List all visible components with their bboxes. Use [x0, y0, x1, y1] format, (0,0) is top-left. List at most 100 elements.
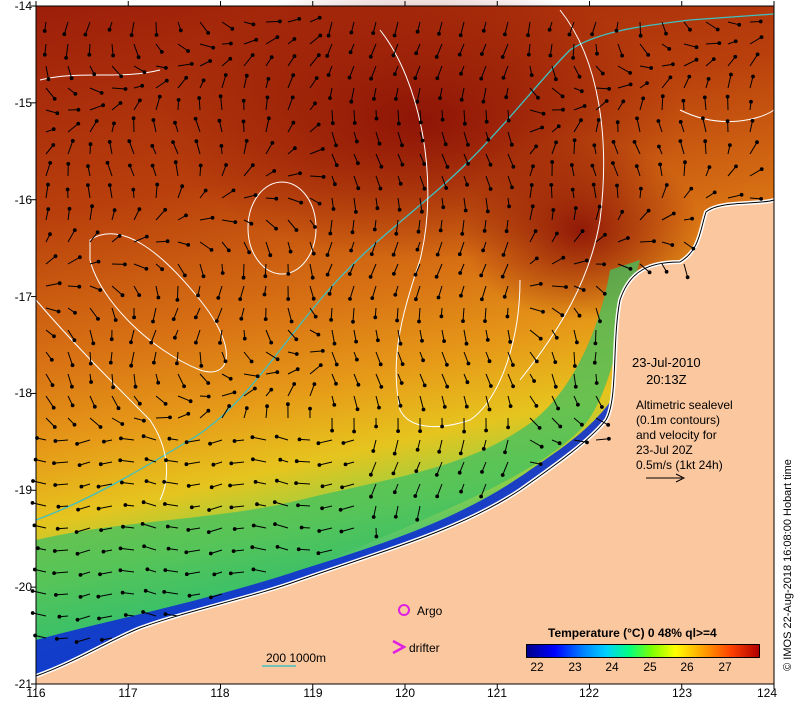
velocity-arrow-head	[250, 545, 255, 550]
velocity-arrow	[341, 483, 355, 488]
velocity-arrow-head	[92, 72, 97, 77]
velocity-arrow-head	[488, 187, 493, 191]
velocity-arrow	[573, 260, 587, 265]
velocity-arrow	[177, 373, 185, 387]
velocity-arrow	[221, 21, 233, 30]
velocity-arrow-head	[131, 116, 136, 121]
velocity-arrow-head	[241, 119, 246, 124]
velocity-arrow	[503, 65, 509, 78]
velocity-arrow	[243, 388, 256, 397]
velocity-arrow-head	[70, 139, 75, 143]
velocity-arrow	[65, 43, 69, 58]
velocity-arrow-head	[349, 99, 354, 104]
lat-label-21: -21	[14, 677, 32, 691]
velocity-arrow	[177, 43, 189, 52]
velocity-arrow	[309, 263, 314, 278]
velocity-arrow	[186, 549, 201, 553]
velocity-arrow	[659, 164, 663, 177]
velocity-arrow	[155, 80, 168, 89]
velocity-arrow-head	[118, 458, 123, 463]
velocity-arrow-head	[639, 186, 643, 191]
velocity-arrow-head	[73, 310, 77, 315]
velocity-arrow	[54, 549, 69, 552]
velocity-arrow	[613, 141, 619, 155]
velocity-arrow	[89, 206, 93, 221]
velocity-arrow	[397, 131, 403, 146]
velocity-arrow-head	[560, 94, 565, 99]
velocity-arrow-head	[538, 462, 543, 467]
velocity-arrow	[595, 438, 609, 441]
velocity-arrow	[265, 36, 278, 45]
velocity-arrow-head	[206, 394, 211, 399]
velocity-arrow-head	[244, 73, 249, 78]
velocity-arrow-head	[445, 362, 449, 367]
velocity-arrow	[111, 307, 117, 321]
velocity-arrow-head	[228, 571, 233, 576]
velocity-arrow-head	[414, 469, 419, 474]
velocity-arrow	[485, 175, 492, 190]
velocity-arrow	[636, 118, 641, 133]
velocity-arrow-head	[678, 139, 683, 144]
velocity-arrow	[328, 21, 333, 36]
velocity-arrow-head	[621, 99, 626, 104]
velocity-arrow-head	[48, 232, 52, 237]
velocity-arrow	[287, 97, 294, 111]
velocity-arrow-head	[508, 340, 513, 344]
velocity-arrow-head	[436, 295, 441, 300]
velocity-arrow-head	[509, 142, 514, 147]
imos-credit: © IMOS 22-Aug-2018 16:08:00 Hobart time	[782, 459, 794, 671]
velocity-arrow-head	[540, 125, 544, 130]
velocity-arrow-head	[152, 360, 156, 365]
velocity-arrow-head	[510, 185, 514, 190]
velocity-arrow-head	[128, 163, 132, 168]
velocity-arrow-head	[671, 62, 675, 67]
velocity-arrow	[441, 153, 448, 168]
velocity-arrow-head	[413, 494, 418, 498]
velocity-arrow-head	[184, 550, 189, 555]
velocity-arrow-head	[107, 183, 112, 188]
velocity-arrow	[705, 42, 720, 45]
velocity-arrow-head	[541, 111, 546, 116]
velocity-arrow	[341, 527, 355, 532]
velocity-arrow	[84, 21, 91, 35]
velocity-arrow-head	[165, 524, 170, 529]
velocity-arrow	[120, 437, 135, 441]
velocity-arrow-head	[534, 256, 539, 261]
velocity-arrow-head	[414, 51, 419, 56]
velocity-arrow-head	[595, 51, 599, 56]
velocity-arrow	[89, 395, 96, 407]
velocity-arrow-head	[339, 529, 344, 534]
velocity-arrow	[393, 241, 399, 255]
velocity-arrow-head	[371, 449, 376, 453]
velocity-arrow	[231, 461, 245, 464]
velocity-arrow-head	[251, 523, 256, 528]
velocity-arrow-head	[193, 315, 198, 320]
velocity-arrow	[331, 109, 334, 124]
velocity-arrow-head	[97, 616, 101, 621]
velocity-arrow-head	[479, 76, 484, 81]
velocity-arrow	[131, 21, 135, 36]
velocity-arrow-head	[351, 319, 355, 324]
velocity-arrow	[352, 219, 355, 233]
velocity-arrow-head	[628, 71, 632, 75]
velocity-arrow-head	[173, 335, 177, 340]
velocity-arrow-head	[564, 285, 568, 289]
velocity-arrow	[63, 21, 69, 35]
velocity-arrow-head	[325, 253, 330, 257]
velocity-arrow-head	[615, 183, 619, 188]
velocity-arrow	[309, 383, 315, 397]
velocity-arrow-head	[356, 186, 361, 191]
velocity-arrow	[480, 65, 487, 79]
velocity-arrow	[130, 351, 135, 366]
velocity-arrow-head	[547, 27, 552, 32]
velocity-arrow	[265, 97, 268, 111]
velocity-arrow-head	[646, 53, 651, 57]
velocity-arrow	[239, 285, 245, 300]
velocity-arrow-head	[251, 22, 256, 27]
velocity-arrow-head	[193, 116, 198, 121]
velocity-arrow	[309, 148, 323, 155]
velocity-arrow	[87, 185, 91, 199]
velocity-arrow-head	[571, 56, 575, 60]
velocity-arrow-head	[164, 78, 169, 83]
velocity-arrow	[89, 231, 98, 243]
